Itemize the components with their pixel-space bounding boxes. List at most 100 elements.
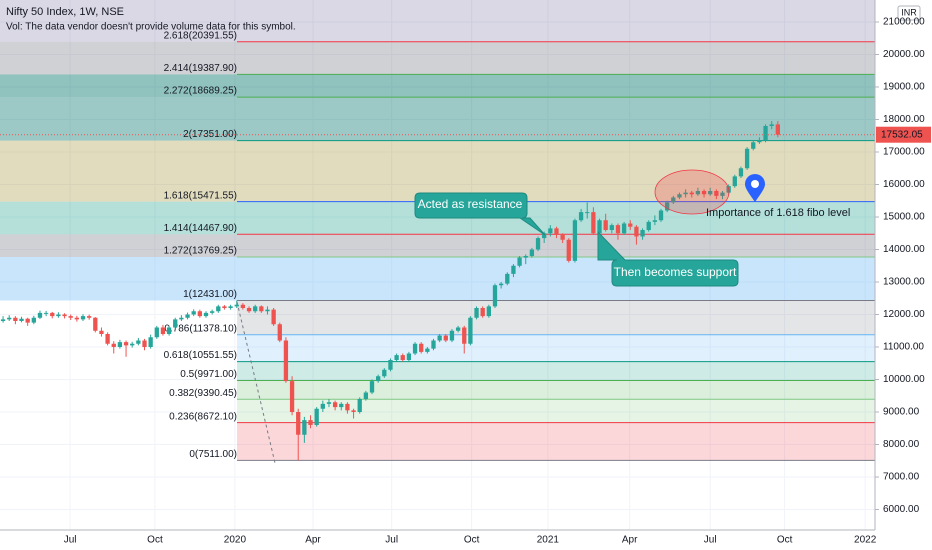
candle-body (603, 220, 608, 230)
candle-body (406, 353, 412, 360)
candle-body (412, 343, 418, 354)
y-tick-label: 21000.00 (883, 17, 925, 28)
candle-body (671, 197, 676, 203)
y-tick-label: 19000.00 (883, 82, 925, 93)
candle-body (732, 176, 737, 187)
candle-body (560, 234, 565, 240)
fib-band (0, 97, 875, 141)
x-tick-label: Apr (305, 535, 321, 546)
candle-body (185, 314, 190, 318)
fib-label: 0.618(10551.55) (164, 350, 237, 361)
pin-hole (751, 180, 759, 188)
candle-body (191, 311, 196, 315)
x-tick-label: Oct (464, 535, 480, 546)
candle-body (689, 192, 694, 195)
candle-body (277, 324, 282, 341)
candle-body (720, 192, 725, 196)
x-tick-label: Apr (622, 535, 638, 546)
x-tick-label: 2020 (224, 535, 247, 546)
candle-body (253, 306, 258, 312)
y-tick-label: 12000.00 (883, 309, 925, 320)
candle-body (283, 340, 289, 382)
candle-body (572, 220, 578, 261)
candle-body (425, 348, 430, 352)
candle-body (43, 312, 49, 314)
y-tick-label: 10000.00 (883, 374, 925, 385)
y-tick-label: 9000.00 (883, 407, 920, 418)
candle-body (738, 168, 744, 177)
candle-body (142, 340, 147, 347)
y-tick-label: 7000.00 (883, 472, 920, 483)
candle-body (68, 316, 73, 318)
candle-body (498, 283, 504, 286)
fib-band (0, 256, 875, 301)
y-tick-label: 18000.00 (883, 114, 925, 125)
callout-box (597, 230, 739, 287)
candle-body (19, 318, 24, 321)
candle-body (339, 403, 344, 408)
candle-body (148, 337, 153, 347)
chart-title: Nifty 50 Index, 1W, NSE (6, 6, 124, 18)
chart-subtitle: Vol: The data vendor doesn't provide vol… (6, 22, 296, 33)
annotation: Importance of 1.618 fibo level (706, 207, 850, 219)
candle-body (265, 309, 270, 312)
x-tick-label: Jul (64, 535, 77, 546)
candle-body (585, 212, 590, 214)
candle-body (628, 223, 633, 227)
fib-band (0, 234, 875, 257)
candle-body (591, 212, 596, 234)
y-tick-label: 6000.00 (883, 504, 920, 515)
candle-body (136, 340, 141, 344)
candle-body (228, 306, 233, 308)
currency: INR (901, 7, 917, 17)
candle-body (769, 124, 774, 127)
y-tick-label: 11000.00 (883, 342, 924, 353)
candle-body (714, 190, 719, 196)
candle-body (314, 408, 319, 425)
last-price-label: 17532.05 (881, 129, 923, 140)
candle-body (486, 306, 491, 317)
price-axis-bg (875, 0, 932, 550)
candle-body (462, 327, 467, 344)
candle-body (240, 304, 246, 308)
fib-label: 1.414(14467.90) (164, 223, 237, 234)
candle-body (37, 312, 43, 318)
candle-body (160, 327, 166, 334)
candle-body (369, 381, 375, 393)
x-tick-label: Jul (385, 535, 398, 546)
candle-body (271, 309, 276, 325)
candle-body (345, 403, 350, 411)
fib-band (0, 41, 875, 75)
y-tick-label: 17000.00 (883, 147, 925, 158)
x-tick-label: Oct (147, 535, 163, 546)
candle-body (93, 317, 98, 331)
candle-body (480, 307, 485, 317)
candle-body (56, 314, 61, 317)
candle-body (517, 257, 522, 266)
candle-body (308, 420, 313, 425)
candle-body (296, 411, 301, 435)
fib-label: 0.5(9971.00) (180, 369, 237, 380)
candle-body (376, 376, 381, 382)
candle-body (634, 226, 639, 237)
candle-body (431, 340, 436, 349)
annotation: Acted as resistance (418, 197, 523, 211)
candle-body (320, 403, 325, 409)
candle-body (87, 316, 92, 318)
candle-body (7, 317, 12, 320)
candle-body (751, 142, 756, 149)
candle-body (744, 148, 750, 169)
candle-body (578, 212, 584, 221)
fib-band (237, 399, 875, 423)
candle-body (99, 330, 104, 334)
candle-body (117, 342, 123, 347)
candle-body (179, 317, 184, 320)
candle-body (492, 285, 498, 307)
candle-layer (0, 121, 875, 461)
fib-label: 1.618(15471.55) (164, 190, 237, 201)
candle-body (658, 210, 664, 221)
candle-body (505, 273, 510, 284)
candle-body (388, 359, 393, 370)
candle-body (394, 355, 399, 360)
candle-body (357, 398, 362, 412)
